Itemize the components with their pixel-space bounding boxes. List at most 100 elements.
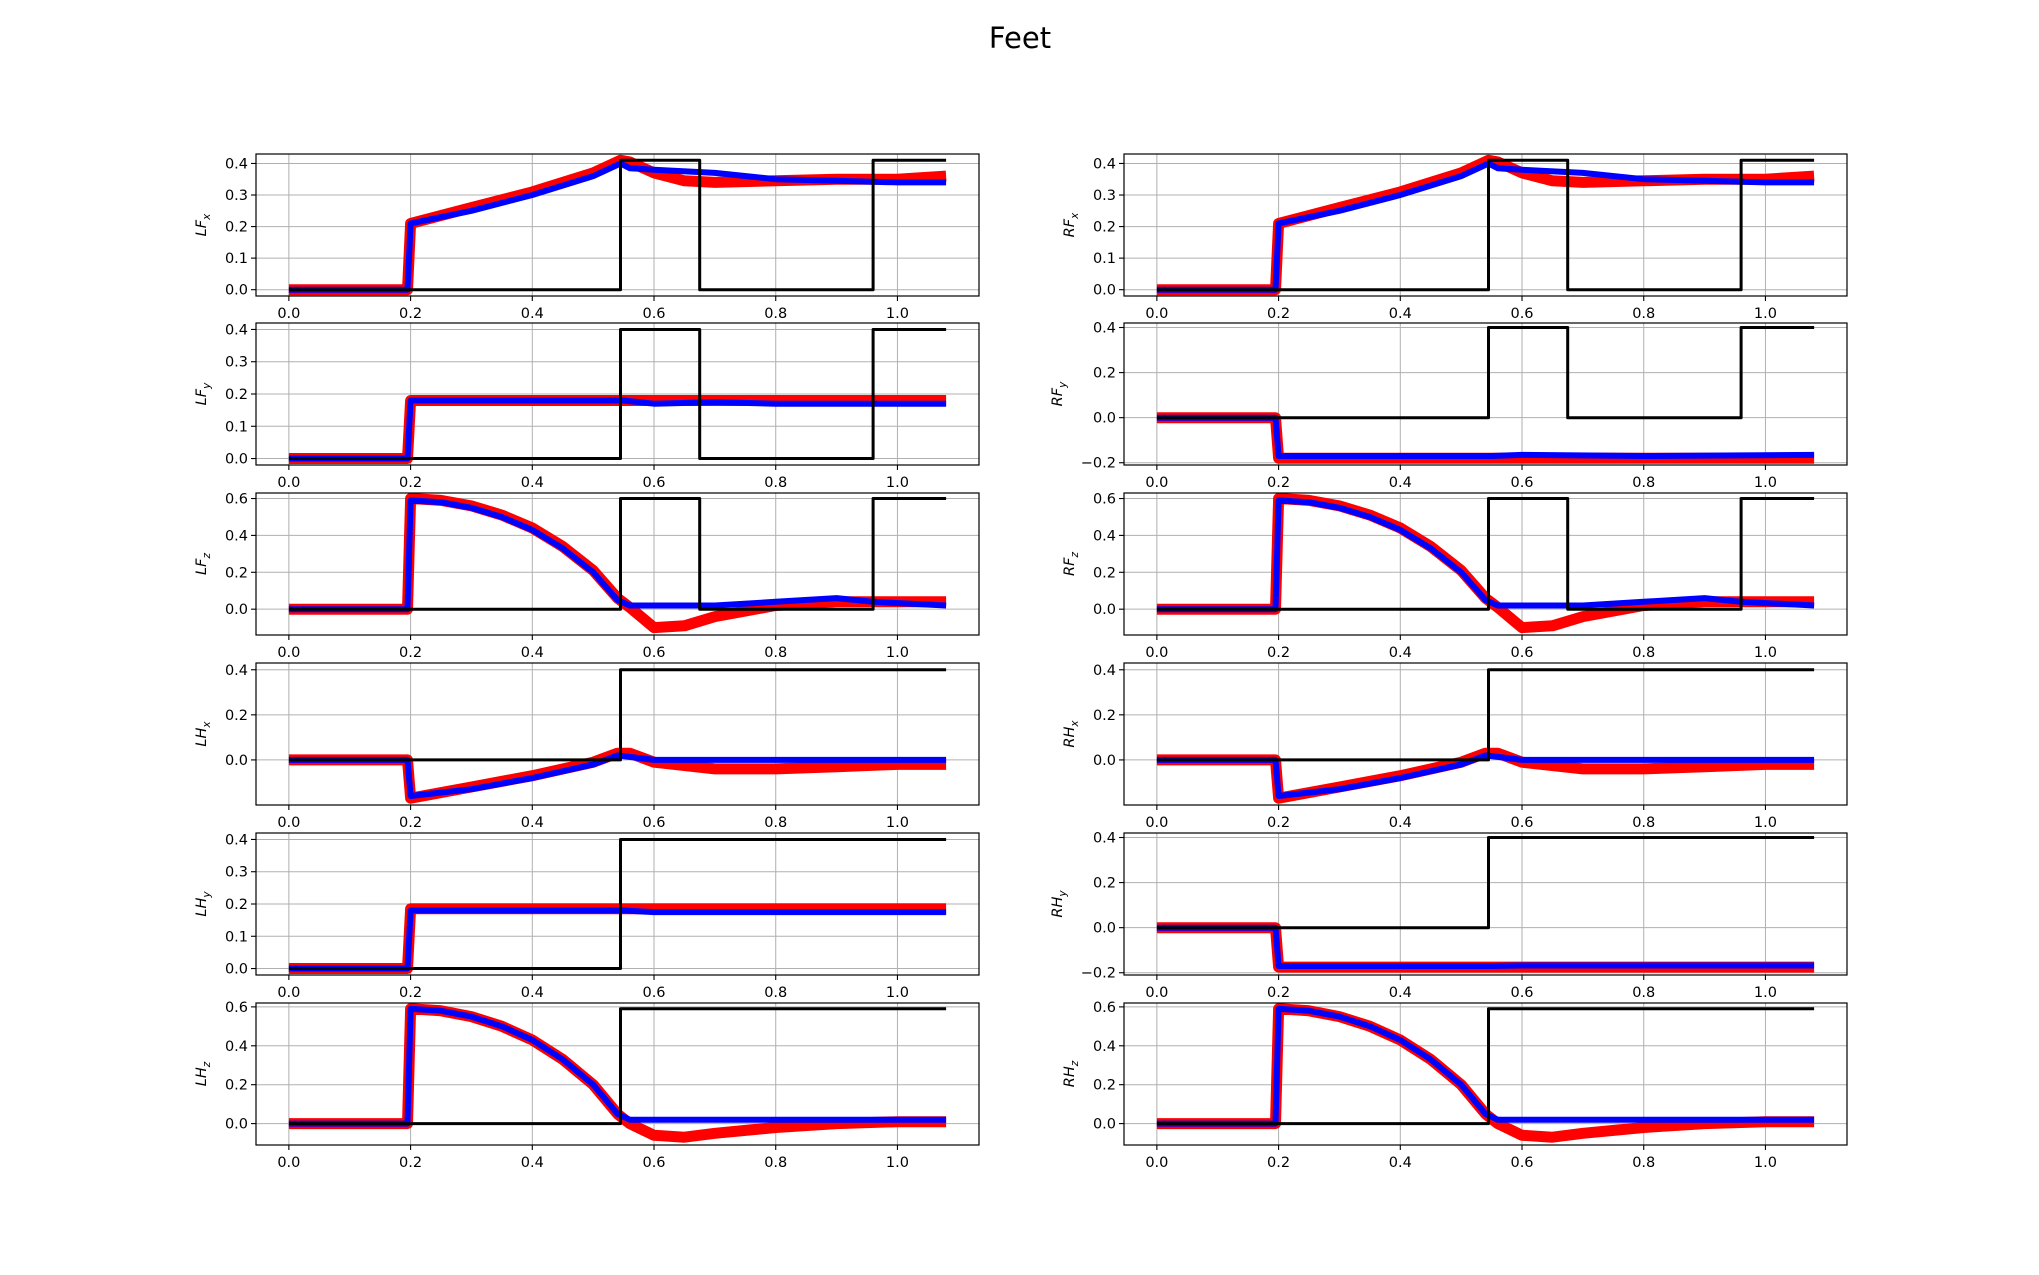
x-tick-label: 0.8 — [764, 985, 787, 1001]
y-tick-label: 0.6 — [225, 1000, 248, 1016]
y-tick-label: 0.1 — [225, 251, 248, 267]
series-group — [1156, 326, 1815, 464]
y-axis-label-rhy: RHy — [1050, 890, 1069, 918]
series-line-actual — [288, 397, 947, 462]
y-tick-label: 0.3 — [225, 355, 248, 371]
axes-frame — [255, 153, 980, 297]
axes-frame — [255, 1002, 980, 1146]
x-tick-label: 0.6 — [642, 1155, 665, 1171]
x-tick-label: 0.2 — [399, 475, 422, 491]
x-tick-label: 1.0 — [886, 645, 909, 661]
x-tick-label: 1.0 — [1754, 1155, 1777, 1171]
x-tick-label: 0.0 — [1145, 306, 1168, 322]
y-axis-label-rfx: RFx — [1062, 212, 1081, 237]
x-tick-label: 0.2 — [399, 815, 422, 831]
y-tick-label: 0.6 — [1093, 492, 1116, 508]
subplot-lhx: 0.0 0.2 0.4 0.6 0.8 1.0 0.0 0.2 0.4 LHx — [194, 662, 980, 831]
y-tick-label: 0.4 — [225, 156, 248, 172]
x-tick-label: 0.6 — [1510, 815, 1533, 831]
x-tick-label: 0.6 — [642, 985, 665, 1001]
y-tick-label: 0.2 — [1093, 565, 1116, 581]
x-tick-label: 0.8 — [1632, 985, 1655, 1001]
x-tick-label: 0.4 — [521, 306, 544, 322]
y-tick-label: 0.2 — [225, 565, 248, 581]
y-tick-label: 0.2 — [1093, 366, 1116, 382]
x-tick-label: 0.2 — [1267, 815, 1290, 831]
x-tick-label: 1.0 — [1754, 475, 1777, 491]
x-tick-label: 0.8 — [1632, 815, 1655, 831]
y-tick-label: 0.4 — [225, 832, 248, 848]
x-tick-label: 1.0 — [1754, 815, 1777, 831]
y-tick-label: 0.2 — [1093, 220, 1116, 236]
x-tick-label: 1.0 — [886, 306, 909, 322]
y-tick-label: 0.2 — [1093, 708, 1116, 724]
y-tick-label: 0.6 — [1093, 1000, 1116, 1016]
y-tick-label: 0.0 — [225, 452, 248, 468]
x-tick-label: 0.0 — [277, 645, 300, 661]
y-tick-label: 0.1 — [225, 929, 248, 945]
x-tick-label: 0.4 — [1389, 645, 1412, 661]
x-tick-label: 0.8 — [764, 306, 787, 322]
y-tick-label: 0.2 — [225, 387, 248, 403]
y-axis-label-lfx: LFx — [194, 213, 213, 236]
x-tick-label: 0.8 — [1632, 645, 1655, 661]
series-group — [288, 838, 947, 974]
subplot-lhy: 0.0 0.2 0.4 0.6 0.8 1.0 0.0 0.1 0.2 0.3 0.4 LHy — [194, 832, 980, 1001]
y-tick-label: 0.4 — [1093, 831, 1116, 847]
x-tick-label: 0.8 — [1632, 475, 1655, 491]
x-tick-label: 1.0 — [1754, 306, 1777, 322]
y-tick-label: 0.0 — [225, 962, 248, 978]
y-tick-label: 0.0 — [225, 1117, 248, 1133]
x-tick-label: 0.0 — [1145, 985, 1168, 1001]
x-tick-label: 0.0 — [277, 1155, 300, 1171]
x-tick-label: 0.2 — [1267, 645, 1290, 661]
y-axis-label-lfz: LFz — [194, 553, 213, 575]
series-line-actual — [288, 497, 947, 613]
x-tick-label: 0.6 — [642, 815, 665, 831]
axes-frame — [1123, 662, 1848, 806]
series-line-contact — [288, 838, 947, 970]
x-tick-label: 0.6 — [642, 475, 665, 491]
y-tick-label: 0.0 — [225, 602, 248, 618]
subplot-lfy: 0.0 0.2 0.4 0.6 0.8 1.0 0.0 0.1 0.2 0.3 0.4 LFy — [194, 322, 980, 491]
y-axis-label-rfz: RFz — [1062, 552, 1081, 576]
y-tick-label: 0.4 — [1093, 663, 1116, 679]
series-line-contact — [1156, 158, 1815, 292]
x-tick-label: 0.8 — [764, 475, 787, 491]
x-tick-label: 0.8 — [764, 815, 787, 831]
x-tick-label: 0.4 — [1389, 1155, 1412, 1171]
series-line-contact — [288, 328, 947, 460]
x-tick-label: 0.6 — [1510, 1155, 1533, 1171]
axes-frame — [1123, 492, 1848, 636]
y-tick-label: 0.6 — [225, 492, 248, 508]
y-axis-label-rhz: RHz — [1062, 1060, 1081, 1087]
subplot-rhy: 0.0 0.2 0.4 0.6 0.8 1.0 −0.2 0.0 0.2 0.4 RHy — [1050, 831, 1848, 1001]
x-tick-label: 0.2 — [399, 1155, 422, 1171]
x-tick-label: 1.0 — [1754, 645, 1777, 661]
series-group — [1156, 668, 1815, 804]
series-group — [288, 154, 947, 296]
series-line-actual — [288, 160, 947, 293]
series-line-actual — [1156, 752, 1815, 799]
x-tick-label: 0.2 — [1267, 475, 1290, 491]
subplot-grid: 0.0 0.2 0.4 0.6 0.8 1.0 0.0 0.1 0.2 0.3 0.4 LFx 0.0 0… — [194, 153, 1848, 1171]
y-tick-label: 0.2 — [1093, 876, 1116, 892]
y-tick-label: 0.0 — [1093, 1117, 1116, 1133]
x-tick-label: 1.0 — [886, 475, 909, 491]
series-line-contact — [1156, 668, 1815, 762]
x-tick-label: 0.6 — [642, 645, 665, 661]
y-tick-label: 0.4 — [225, 663, 248, 679]
x-tick-label: 0.6 — [642, 306, 665, 322]
y-axis-label-lfy: LFy — [194, 382, 213, 405]
subplot-rfx: 0.0 0.2 0.4 0.6 0.8 1.0 0.0 0.1 0.2 0.3 0.4 RFx — [1062, 153, 1848, 322]
y-tick-label: 0.4 — [225, 528, 248, 544]
axes-frame — [1123, 153, 1848, 297]
y-tick-label: −0.2 — [1081, 966, 1116, 982]
y-tick-label: 0.2 — [1093, 1078, 1116, 1094]
x-tick-label: 0.6 — [1510, 985, 1533, 1001]
subplot-rfy: 0.0 0.2 0.4 0.6 0.8 1.0 −0.2 0.0 0.2 0.4 RFy — [1050, 321, 1848, 491]
y-tick-label: −0.2 — [1081, 456, 1116, 472]
series-line-contact — [288, 158, 947, 292]
x-tick-label: 0.4 — [521, 1155, 544, 1171]
